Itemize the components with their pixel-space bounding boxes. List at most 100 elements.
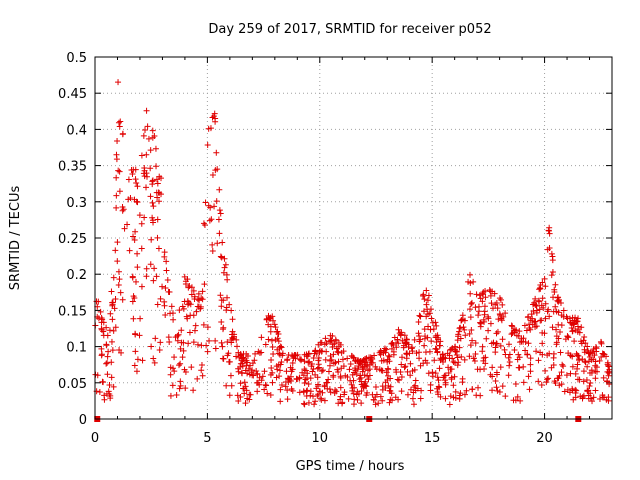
data-point [254, 370, 261, 377]
data-point [322, 335, 329, 342]
data-point [117, 289, 124, 296]
data-point [417, 313, 424, 320]
data-point [556, 372, 563, 379]
data-point [517, 397, 524, 404]
data-point [110, 327, 117, 334]
data-point [463, 387, 470, 394]
data-point [587, 395, 594, 402]
data-point [149, 177, 156, 184]
data-point [525, 313, 532, 320]
data-point [278, 344, 285, 351]
data-point [186, 329, 193, 336]
data-point [161, 302, 168, 309]
data-point [416, 312, 423, 319]
data-point [548, 272, 555, 279]
data-point [116, 123, 123, 130]
data-point [210, 113, 217, 120]
data-point [143, 184, 150, 191]
data-point [327, 389, 334, 396]
data-point [305, 399, 312, 406]
data-point [307, 388, 314, 395]
data-point [606, 368, 613, 375]
data-point [482, 288, 489, 295]
data-point [468, 299, 475, 306]
data-point [119, 296, 126, 303]
data-point [560, 363, 567, 370]
data-point [106, 391, 113, 398]
data-point [131, 362, 138, 369]
data-point [219, 355, 226, 362]
data-point [513, 332, 520, 339]
data-point [395, 396, 402, 403]
data-point [151, 265, 158, 272]
data-point [467, 271, 474, 278]
data-point [395, 377, 402, 384]
data-point [318, 368, 325, 375]
data-point [598, 354, 605, 361]
data-point [150, 355, 157, 362]
data-point [226, 392, 233, 399]
data-point [442, 377, 449, 384]
data-point [555, 321, 562, 328]
data-point [549, 324, 556, 331]
data-point [190, 287, 197, 294]
data-point [389, 397, 396, 404]
data-point [568, 325, 575, 332]
data-point [337, 384, 344, 391]
data-point [112, 324, 119, 331]
data-point [445, 370, 452, 377]
data-point [161, 249, 168, 256]
data-point [604, 359, 611, 366]
data-point [170, 316, 177, 323]
data-point [301, 401, 308, 408]
data-point [197, 305, 204, 312]
data-point [385, 372, 392, 379]
data-point [275, 338, 282, 345]
data-point [253, 368, 260, 375]
data-point [427, 306, 434, 313]
data-point [538, 381, 545, 388]
data-point [218, 254, 225, 261]
data-point [149, 178, 156, 185]
data-point [107, 310, 114, 317]
data-point [428, 315, 435, 322]
data-point [188, 364, 195, 371]
data-point [138, 220, 145, 227]
data-point [605, 372, 612, 379]
data-point [143, 107, 150, 114]
data-point [172, 334, 179, 341]
data-point [354, 366, 361, 373]
data-point [531, 299, 538, 306]
data-point [557, 329, 564, 336]
data-point [344, 355, 351, 362]
x-tick-label: 0 [91, 431, 99, 446]
data-point [124, 221, 131, 228]
data-point [579, 356, 586, 363]
data-point [134, 264, 141, 271]
data-point [563, 372, 570, 379]
data-point [180, 305, 187, 312]
data-point [235, 398, 242, 405]
data-point [493, 300, 500, 307]
data-point [605, 363, 612, 370]
data-point [278, 381, 285, 388]
data-point [103, 342, 110, 349]
data-point [163, 267, 170, 274]
data-point [205, 202, 212, 209]
data-point [394, 376, 401, 383]
data-point [527, 361, 534, 368]
data-point [155, 198, 162, 205]
data-point [592, 362, 599, 369]
data-point [315, 341, 322, 348]
data-point [514, 393, 521, 400]
data-point [302, 376, 309, 383]
data-point [220, 324, 227, 331]
data-point [488, 340, 495, 347]
data-point [553, 333, 560, 340]
data-point [434, 332, 441, 339]
data-point [470, 355, 477, 362]
data-point [526, 386, 533, 393]
data-point [477, 295, 484, 302]
data-point [516, 328, 523, 335]
data-point [426, 310, 433, 317]
